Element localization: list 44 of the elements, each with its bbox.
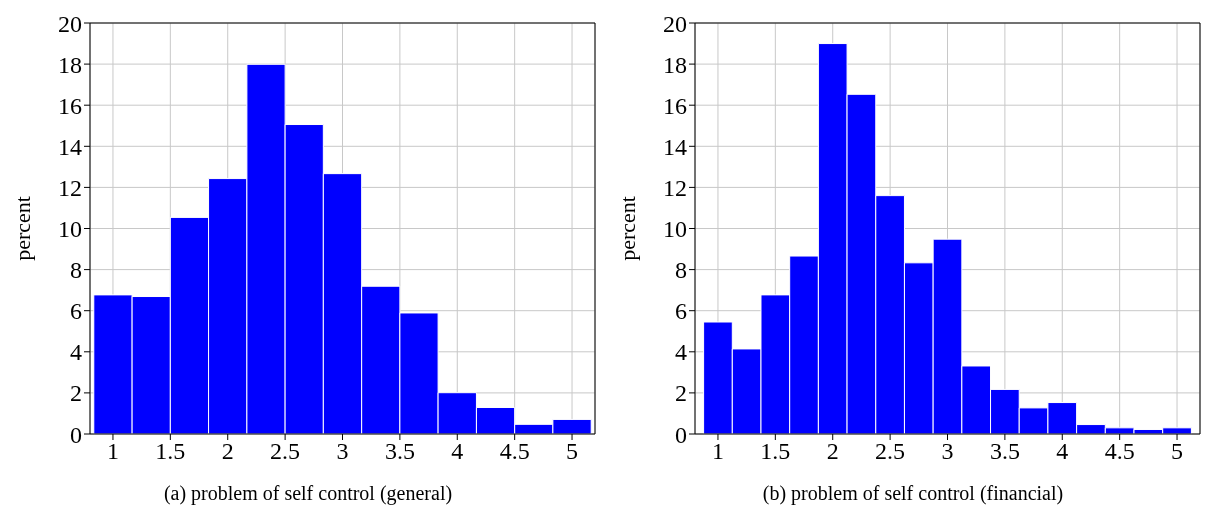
x-tick-label: 3 [336, 438, 349, 465]
x-tick-label: 2.5 [270, 438, 301, 465]
y-axis-title: percent [614, 196, 640, 261]
y-axis-title: percent [9, 196, 35, 261]
x-tick-label: 2.5 [875, 438, 906, 465]
x-tick-label: 3.5 [989, 438, 1020, 465]
y-tick-label: 8 [675, 257, 687, 284]
y-tick-label: 14 [663, 133, 687, 160]
y-tick-label: 4 [675, 339, 687, 366]
x-tick-label: 1 [711, 438, 724, 465]
y-tick-label: 18 [663, 51, 687, 78]
y-tick-label: 14 [58, 133, 82, 160]
x-tick-label: 4.5 [1104, 438, 1135, 465]
y-tick-label: 6 [675, 298, 687, 325]
y-tick-label: 18 [58, 51, 82, 78]
y-tick-label: 16 [663, 92, 687, 119]
x-tick-label: 4.5 [499, 438, 530, 465]
y-tick-label: 2 [675, 380, 687, 407]
y-tick-label: 12 [663, 174, 687, 201]
y-tick-label: 10 [663, 216, 687, 243]
x-tick-label: 1.5 [760, 438, 791, 465]
y-tick-label: 10 [58, 216, 82, 243]
x-tick-label: 2 [221, 438, 234, 465]
x-tick-label: 2 [826, 438, 839, 465]
x-tick-label: 1 [106, 438, 119, 465]
x-tick-label: 3 [941, 438, 954, 465]
y-tick-label: 20 [58, 10, 82, 37]
y-tick-label: 0 [70, 421, 82, 448]
y-tick-label: 12 [58, 174, 82, 201]
x-tick-label: 5 [1171, 438, 1184, 465]
x-tick-label: 5 [566, 438, 579, 465]
y-tick-label: 6 [70, 298, 82, 325]
y-tick-label: 16 [58, 92, 82, 119]
x-tick-label: 3.5 [384, 438, 415, 465]
x-tick-label: 1.5 [155, 438, 186, 465]
y-tick-label: 8 [70, 257, 82, 284]
y-tick-label: 2 [70, 380, 82, 407]
text: (b) problem of self control (financial) [762, 482, 1064, 505]
y-tick-label: 4 [70, 339, 82, 366]
x-tick-label: 4 [1056, 438, 1069, 465]
y-tick-label: 20 [663, 10, 687, 37]
x-tick-label: 4 [451, 438, 464, 465]
text: (a) problem of self control (general) [163, 482, 453, 505]
y-tick-label: 0 [675, 421, 687, 448]
